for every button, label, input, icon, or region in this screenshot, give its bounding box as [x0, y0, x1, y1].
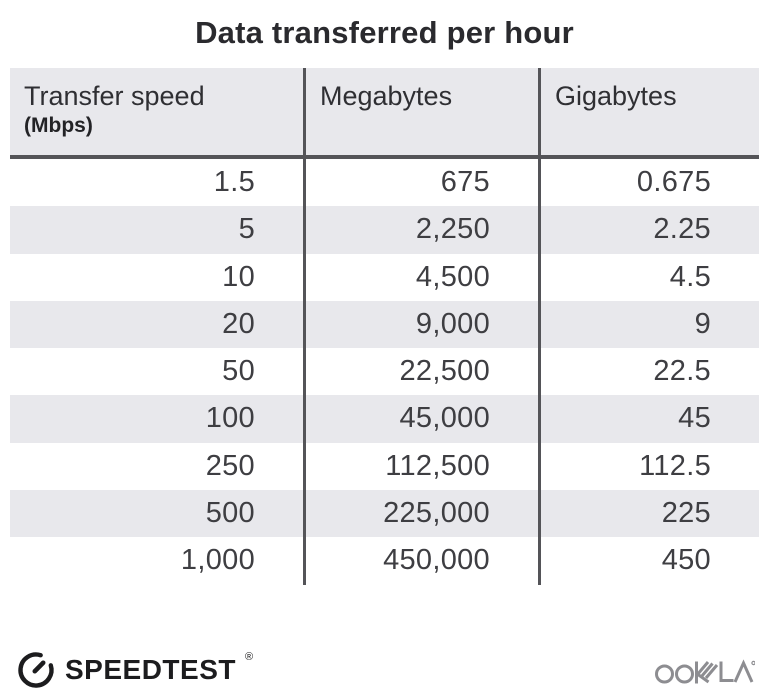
table-row: 20 9,000 9 [10, 300, 759, 349]
page-title: Data transferred per hour [195, 15, 574, 50]
table-row: 1,000 450,000 450 [10, 537, 759, 585]
cell-gigabytes: 0.675 [538, 159, 759, 207]
cell-transfer-speed: 1.5 [213, 166, 255, 198]
table-header: Transfer speed (Mbps) Megabytes Gigabyte… [10, 68, 759, 159]
header-megabytes: Megabytes [303, 68, 538, 155]
table-row: 250 112,500 112.5 [10, 442, 759, 491]
cell-transfer-speed: 50 [222, 355, 255, 388]
cell-transfer-speed: 5 [238, 213, 255, 246]
cell-transfer-speed: 500 [205, 497, 255, 530]
cell-gigabytes: 112.5 [538, 442, 759, 491]
data-table: Transfer speed (Mbps) Megabytes Gigabyte… [10, 68, 759, 585]
cell-gigabytes: 450 [538, 537, 759, 585]
cell-gigabytes: 4.5 [538, 253, 759, 301]
speedtest-wordmark: SPEEDTEST [65, 654, 236, 685]
header-label: Gigabytes [555, 81, 677, 111]
table-row: 500 225,000 225 [10, 490, 759, 538]
cell-gigabytes: 9 [538, 300, 759, 349]
header-sublabel: (Mbps) [24, 114, 93, 137]
header-label: Transfer speed [24, 81, 205, 111]
ookla-wordmark-icon [655, 659, 755, 684]
header-transfer-speed: Transfer speed (Mbps) [10, 68, 303, 155]
cell-megabytes: 2,250 [303, 206, 538, 254]
cell-megabytes: 675 [303, 159, 538, 207]
table-row: 1.5 675 0.675 [10, 159, 759, 207]
footer: SPEEDTEST ® [16, 650, 755, 690]
table-row: 100 45,000 45 [10, 395, 759, 443]
cell-megabytes: 225,000 [303, 490, 538, 538]
cell-megabytes: 45,000 [303, 395, 538, 443]
cell-transfer-speed: 10 [222, 260, 255, 293]
cell-megabytes: 22,500 [303, 348, 538, 396]
speedtest-logo: SPEEDTEST ® [16, 650, 253, 690]
cell-gigabytes: 45 [538, 395, 759, 443]
table-row: 5 2,250 2.25 [10, 206, 759, 254]
cell-transfer-speed: 250 [205, 449, 255, 482]
cell-gigabytes: 22.5 [538, 348, 759, 396]
speedometer-gauge-icon [18, 652, 54, 688]
cell-megabytes: 450,000 [303, 537, 538, 585]
cell-megabytes: 9,000 [303, 300, 538, 349]
cell-megabytes: 112,500 [303, 442, 538, 491]
cell-megabytes: 4,500 [303, 253, 538, 301]
cell-gigabytes: 2.25 [538, 206, 759, 254]
table-body: 1.5 675 0.675 5 2,250 2.25 10 4,500 4.5 … [10, 159, 759, 585]
speedtest-trademark: ® [244, 651, 254, 663]
header-label: Megabytes [320, 81, 453, 111]
ookla-logo [655, 654, 755, 686]
cell-transfer-speed: 20 [222, 307, 255, 340]
table-row: 10 4,500 4.5 [10, 253, 759, 301]
table-row: 50 22,500 22.5 [10, 348, 759, 396]
header-gigabytes: Gigabytes [538, 68, 759, 155]
cell-transfer-speed: 100 [205, 402, 255, 435]
cell-transfer-speed: 1,000 [180, 544, 255, 577]
cell-gigabytes: 225 [538, 490, 759, 538]
